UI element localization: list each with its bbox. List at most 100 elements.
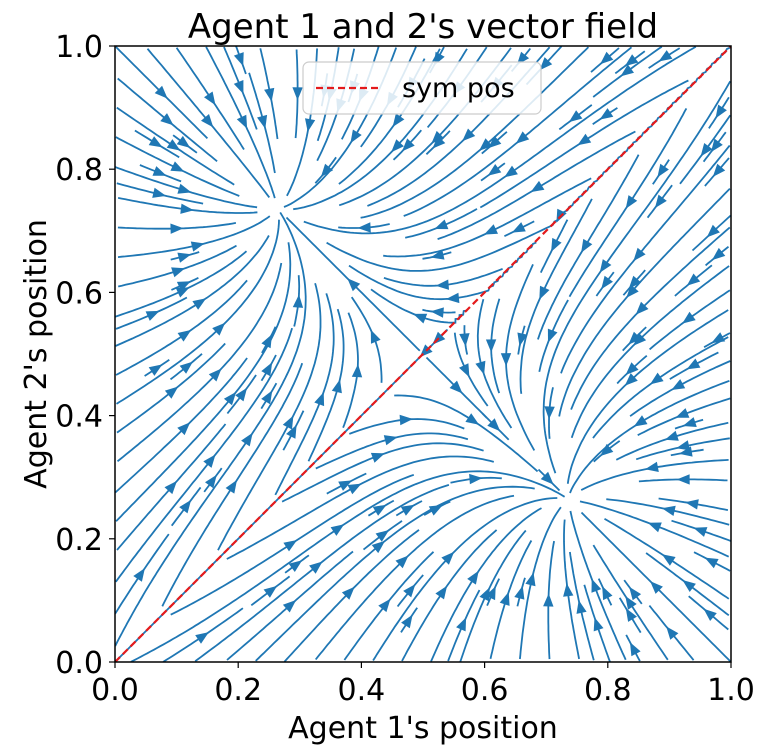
stream-arrow — [599, 108, 614, 120]
stream-arrow — [517, 332, 528, 347]
stream-arrow — [658, 50, 673, 62]
stream-arrow — [544, 406, 555, 420]
stream-arrow — [628, 275, 642, 289]
stream-arrow — [154, 85, 168, 99]
stream-arrow — [593, 617, 604, 632]
stream-arrow — [392, 113, 405, 127]
stream-arrow — [282, 415, 294, 430]
stream-arrow — [485, 586, 496, 601]
stream-arrow — [626, 284, 639, 298]
y-axis: 0.0 0.2 0.4 0.6 0.8 1.0 — [55, 30, 115, 681]
stream-arrow — [591, 578, 602, 593]
stream-arrow — [432, 135, 446, 149]
stream-arrow — [176, 281, 191, 292]
stream-arrow — [288, 560, 303, 572]
stream-arrow — [177, 183, 192, 194]
stream-arrow — [400, 504, 415, 516]
stream-arrow — [703, 608, 717, 621]
stream-arrow — [261, 334, 272, 349]
stream-arrow — [435, 585, 448, 600]
stream-arrow — [445, 292, 460, 304]
y-tick-label: 1.0 — [55, 30, 103, 65]
stream-arrow — [487, 164, 502, 176]
stream-arrow — [375, 529, 390, 542]
stream-arrow — [170, 223, 184, 234]
stream-arrow — [568, 110, 583, 123]
stream-arrow — [563, 583, 574, 597]
x-tick-label: 0.0 — [91, 673, 139, 708]
stream-arrow — [682, 580, 696, 592]
stream-arrow — [650, 581, 663, 594]
stream-arrow — [650, 372, 664, 385]
stream-arrow — [686, 358, 701, 370]
plot-frame — [114, 45, 732, 663]
stream-arrow — [175, 287, 190, 298]
stream-arrow — [467, 570, 479, 585]
stream-arrow — [399, 414, 413, 426]
stream-arrow — [208, 368, 222, 382]
stream-arrow — [347, 483, 362, 495]
x-tick-label: 0.8 — [584, 673, 632, 708]
stream-arrow — [547, 328, 558, 343]
stream-arrow — [145, 310, 160, 321]
stream-arrow — [629, 586, 642, 601]
stream-arrow — [625, 195, 638, 209]
stream-arrow — [511, 222, 526, 233]
stream-arrow — [401, 614, 413, 629]
stream-arrow — [599, 259, 612, 273]
stream-arrow — [530, 180, 545, 193]
stream-arrow — [233, 52, 244, 67]
legend-box — [302, 61, 542, 115]
stream-arrow — [625, 362, 639, 375]
series-lines — [115, 46, 731, 662]
stream-arrow — [204, 91, 216, 106]
stream-arrow — [403, 584, 416, 598]
stream-arrow — [661, 505, 676, 516]
stream-arrow — [469, 473, 483, 485]
stream-arrow — [195, 632, 209, 644]
stream-arrow — [539, 285, 550, 300]
stream-arrow — [576, 600, 587, 614]
stream-arrow — [625, 596, 637, 610]
stream-arrow — [148, 364, 163, 376]
stream-arrow — [351, 364, 363, 378]
stream-arrow — [449, 380, 463, 394]
stream-arrow — [539, 57, 553, 71]
stream-arrow — [704, 557, 719, 569]
stream-arrow — [488, 135, 502, 149]
stream-arrow — [171, 267, 186, 278]
stream-arrow — [402, 138, 415, 152]
stream-arrow — [395, 555, 409, 569]
stream-arrow — [378, 598, 391, 613]
legend: sym pos — [302, 61, 542, 115]
stream-arrow — [633, 247, 646, 262]
stream-arrow — [225, 479, 237, 494]
stream-arrow — [628, 331, 642, 345]
x-tick-label: 1.0 — [707, 673, 755, 708]
stream-arrow — [479, 587, 490, 602]
x-axis: 0.0 0.2 0.4 0.6 0.8 1.0 — [91, 662, 755, 708]
stream-arrow — [624, 54, 639, 67]
stream-arrow — [372, 504, 387, 516]
stream-arrow — [645, 461, 659, 472]
stream-arrow — [190, 241, 205, 252]
stream-arrow — [177, 252, 192, 263]
stream-arrow — [235, 387, 248, 402]
stream-arrow — [551, 237, 562, 252]
stream-arrow — [192, 298, 207, 310]
streamlines — [115, 46, 731, 662]
stream-arrow — [462, 128, 476, 142]
stream-arrow — [180, 203, 194, 214]
stream-arrow — [292, 87, 303, 101]
stream-arrow — [331, 379, 342, 394]
stream-arrow — [177, 422, 191, 436]
stream-arrow — [630, 642, 641, 657]
stream-arrow — [715, 104, 727, 119]
stream-arrow — [624, 373, 638, 386]
stream-arrow — [700, 143, 713, 157]
stream-arrow — [370, 329, 381, 344]
stream-arrow — [203, 454, 216, 468]
series-line-sym-pos — [115, 46, 731, 662]
stream-arrow — [164, 480, 177, 495]
